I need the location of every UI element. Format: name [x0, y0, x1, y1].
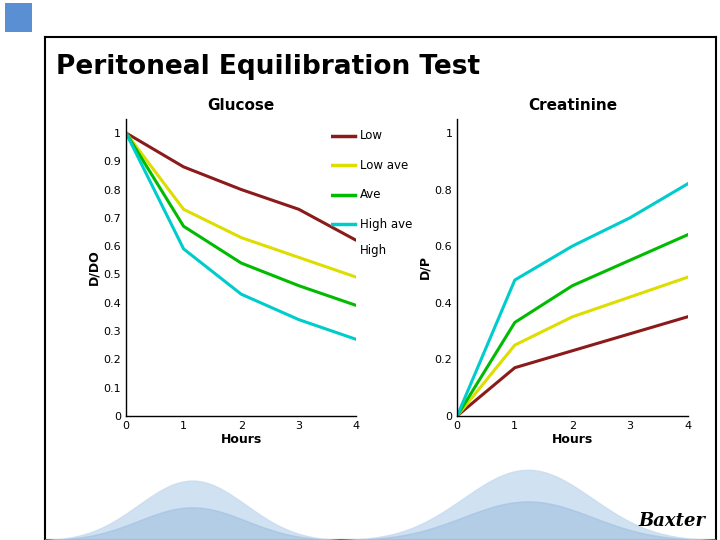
Text: Peritoneal Equilibration Test: Peritoneal Equilibration Test: [55, 55, 480, 80]
Text: High ave: High ave: [361, 218, 413, 231]
Text: Low ave: Low ave: [361, 159, 409, 172]
X-axis label: Hours: Hours: [220, 434, 262, 447]
Text: Baxter: Baxter: [638, 512, 706, 530]
Text: High: High: [361, 245, 387, 258]
Title: Creatinine: Creatinine: [528, 98, 617, 113]
Text: Ave: Ave: [361, 188, 382, 201]
Title: Glucose: Glucose: [207, 98, 275, 113]
X-axis label: Hours: Hours: [552, 434, 593, 447]
Bar: [5, 3, 32, 32]
Text: Peritoneal Dialysis: Peritoneal Dialysis: [42, 11, 188, 24]
Text: Low: Low: [361, 130, 383, 143]
Y-axis label: D/DO: D/DO: [88, 249, 101, 285]
Y-axis label: D/P: D/P: [419, 255, 432, 279]
